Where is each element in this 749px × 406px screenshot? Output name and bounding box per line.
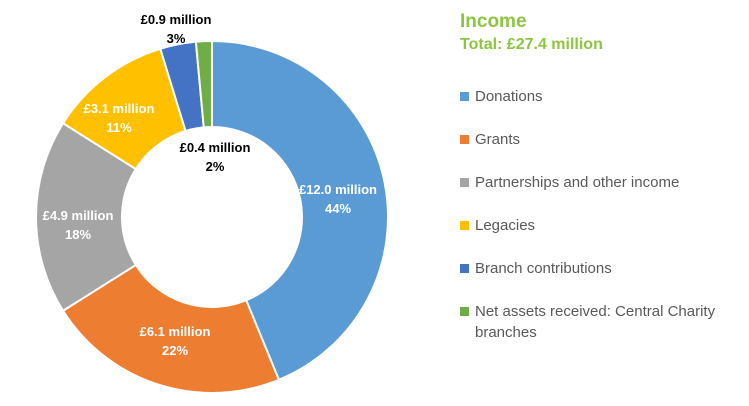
slice-value-label: £3.1 million bbox=[84, 101, 155, 116]
slice-percent-label: 44% bbox=[325, 201, 351, 216]
slice-percent-label: 2% bbox=[206, 159, 225, 174]
chart-title: Income bbox=[460, 11, 527, 32]
legend-item-grants: Grants bbox=[460, 129, 745, 150]
slice-value-label: £0.9 million bbox=[141, 12, 212, 27]
legend-swatch bbox=[460, 307, 469, 316]
donut-chart: £12.0 million 44% £6.1 million 22% £4.9 mill… bbox=[35, 12, 389, 394]
slice-percent-label: 22% bbox=[162, 343, 188, 358]
slice-percent-label: 3% bbox=[167, 31, 186, 46]
legend-label: Legacies bbox=[475, 217, 536, 234]
legend-item-donations: Donations bbox=[460, 86, 745, 107]
slice-percent-label: 18% bbox=[65, 227, 91, 242]
legend-area: Income Total: £27.4 million Donations Gra… bbox=[460, 10, 745, 365]
legend-label: Branch contributions bbox=[475, 260, 612, 277]
legend-swatch bbox=[460, 221, 469, 230]
legend-swatch bbox=[460, 92, 469, 101]
legend-label: Net assets received: Central Charity bra… bbox=[475, 303, 716, 341]
slice-partnerships-and-other-income bbox=[35, 121, 138, 313]
legend-swatch bbox=[460, 178, 469, 187]
legend-swatch bbox=[460, 264, 469, 273]
legend-swatch bbox=[460, 135, 469, 144]
legend-item-partnerships-and-other-income: Partnerships and other income bbox=[460, 172, 745, 193]
legend-label: Grants bbox=[475, 131, 521, 148]
legend-label: Donations bbox=[475, 88, 543, 105]
legend-item-legacies: Legacies bbox=[460, 215, 745, 236]
slice-value-label: £4.9 million bbox=[43, 208, 114, 223]
slice-donations bbox=[211, 39, 389, 382]
slice-grants bbox=[61, 263, 281, 394]
slice-net-assets-received-central-charity-branches bbox=[194, 39, 213, 129]
legend-item-net-assets-received-central-charity-branches: Net assets received: Central Charity bra… bbox=[460, 301, 745, 343]
chart-subtitle: Total: £27.4 million bbox=[460, 36, 603, 53]
slice-value-label: £12.0 million bbox=[299, 182, 377, 197]
legend: Donations Grants Partnerships and other in… bbox=[460, 86, 745, 343]
slice-value-label: £0.4 million bbox=[180, 140, 251, 155]
slice-percent-label: 11% bbox=[106, 120, 132, 135]
legend-label: Partnerships and other income bbox=[475, 174, 680, 191]
legend-item-branch-contributions: Branch contributions bbox=[460, 258, 745, 279]
slice-value-label: £6.1 million bbox=[140, 324, 211, 339]
